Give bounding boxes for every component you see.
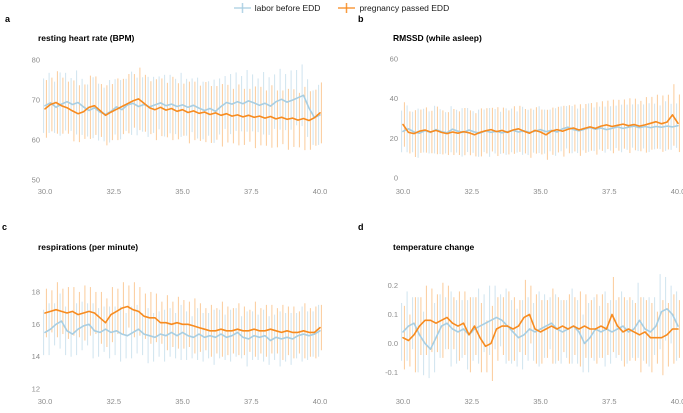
- x-axis-tick-labels: 30.0 32.5 35.0 37.5 40.0: [38, 187, 328, 196]
- mean-line-pregnancy-passed-edd: [44, 305, 321, 334]
- legend-item-labor-before-edd: labor before EDD: [233, 2, 321, 14]
- x-tick-label: 32.5: [464, 187, 479, 196]
- x-tick-label: 37.5: [602, 187, 617, 196]
- x-tick-label: 35.0: [533, 397, 548, 406]
- x-axis-tick-labels: 30.0 32.5 35.0 37.5 40.0: [396, 187, 683, 196]
- x-tick-label: 32.5: [106, 187, 121, 196]
- y-tick-label: 16: [32, 320, 40, 329]
- x-tick-label: 40.0: [671, 397, 683, 406]
- y-tick-label: 40: [390, 94, 398, 103]
- y-tick-label: 0.0: [388, 339, 398, 348]
- y-tick-label: 12: [32, 385, 40, 394]
- y-axis-tick-labels: 80 70 60 50: [32, 56, 40, 185]
- y-tick-label: 70: [32, 96, 40, 105]
- mean-line-labor-before-edd: [44, 94, 321, 119]
- legend-item-pregnancy-passed-edd: pregnancy passed EDD: [338, 2, 449, 14]
- x-tick-label: 30.0: [38, 187, 53, 196]
- y-tick-label: 18: [32, 287, 40, 296]
- legend-label: pregnancy passed EDD: [359, 3, 450, 13]
- panel-letter-c: c: [2, 222, 8, 232]
- x-tick-label: 37.5: [244, 397, 259, 406]
- y-tick-label: 0.2: [388, 281, 398, 290]
- x-tick-label: 40.0: [313, 187, 328, 196]
- x-axis-tick-labels: 30.0 32.5 35.0 37.5 40.0: [396, 397, 683, 406]
- x-tick-label: 30.0: [38, 397, 53, 406]
- mean-line-labor-before-edd: [402, 308, 679, 350]
- y-tick-label: 0: [394, 174, 398, 183]
- chart-panel-d: 0.2 0.1 0.0 -0.1 30.0 32.5 35.0 37.5 40.0: [385, 274, 683, 406]
- x-tick-label: 30.0: [396, 397, 411, 406]
- panel-letter-b: b: [358, 14, 364, 24]
- mean-line-pregnancy-passed-edd: [402, 114, 679, 136]
- legend-glyph-crossbar-blue-icon: [233, 3, 251, 13]
- x-tick-label: 32.5: [106, 397, 121, 406]
- chart-panel-c: 18 16 14 12 30.0 32.5 35.0 37.5 40.0: [32, 282, 328, 406]
- y-axis-tick-labels: 60 40 20 0: [390, 54, 398, 182]
- x-axis-tick-labels: 30.0 32.5 35.0 37.5 40.0: [38, 397, 328, 406]
- x-tick-label: 35.0: [175, 397, 190, 406]
- y-tick-label: 14: [32, 352, 40, 361]
- mean-line-pregnancy-passed-edd: [44, 98, 321, 122]
- legend-glyph-crossbar-orange-icon: [338, 3, 356, 13]
- x-tick-label: 35.0: [175, 187, 190, 196]
- figure-legend: labor before EDD pregnancy passed EDD: [0, 2, 683, 14]
- y-tick-label: 50: [32, 176, 40, 185]
- mean-line-labor-before-edd: [44, 320, 321, 342]
- y-axis-tick-labels: 18 16 14 12: [32, 287, 40, 393]
- x-tick-label: 40.0: [671, 187, 683, 196]
- chart-panel-b: 60 40 20 0 30.0 32.5 35.0 37.5 40.0: [390, 54, 683, 196]
- x-tick-label: 37.5: [244, 187, 259, 196]
- x-tick-label: 30.0: [396, 187, 411, 196]
- y-tick-label: -0.1: [385, 368, 398, 377]
- panel-title-b: RMSSD (while asleep): [393, 33, 482, 43]
- y-tick-label: 20: [390, 134, 398, 143]
- y-tick-label: 60: [390, 54, 398, 63]
- y-tick-label: 80: [32, 56, 40, 65]
- mean-line-labor-before-edd: [402, 124, 679, 134]
- x-tick-label: 32.5: [464, 397, 479, 406]
- panel-title-c: respirations (per minute): [38, 242, 139, 252]
- x-tick-label: 35.0: [533, 187, 548, 196]
- y-tick-label: 60: [32, 136, 40, 145]
- y-axis-tick-labels: 0.2 0.1 0.0 -0.1: [385, 281, 398, 377]
- x-tick-label: 40.0: [313, 397, 328, 406]
- chart-panel-a: 80 70 60 50 30.0 32.5 35.0 37.5 40.0: [32, 56, 328, 196]
- legend-label: labor before EDD: [254, 3, 321, 13]
- panel-title-d: temperature change: [393, 242, 475, 252]
- x-tick-label: 37.5: [602, 397, 617, 406]
- panel-title-a: resting heart rate (BPM): [38, 33, 135, 43]
- panel-letter-d: d: [358, 222, 364, 232]
- panel-letter-a: a: [5, 14, 11, 24]
- mean-line-pregnancy-passed-edd: [402, 313, 679, 348]
- y-tick-label: 0.1: [388, 310, 398, 319]
